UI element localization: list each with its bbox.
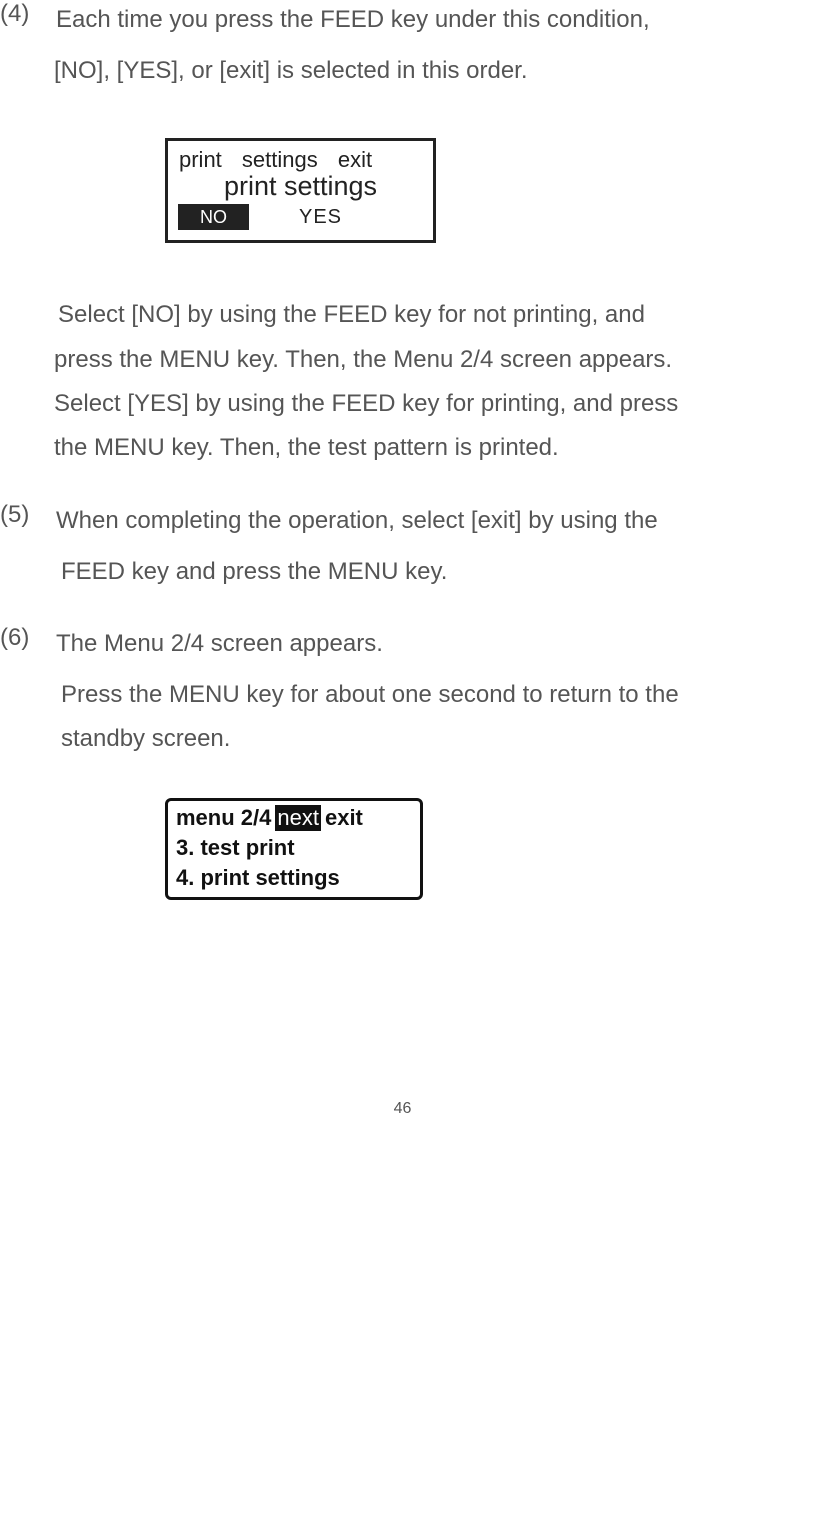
display1-exit: exit <box>338 147 372 172</box>
list-marker-4: (4) <box>0 0 56 41</box>
lcd-display-print-settings: print settings exit print settings NO YE… <box>165 138 436 243</box>
spacer <box>0 594 805 624</box>
display2-next-label: next <box>275 805 321 831</box>
item4-after-line2: press the MENU key. Then, the Menu 2/4 s… <box>54 338 805 382</box>
list-marker-5: (5) <box>0 501 56 542</box>
display2-line1: 3. test print <box>176 835 412 861</box>
list-content-5-line2: FEED key and press the MENU key. <box>61 550 805 594</box>
list-content-4-line2: [NO], [YES], or [exit] is selected in th… <box>54 49 805 93</box>
display2-menu-label: menu 2/4 <box>176 805 271 831</box>
display2-exit-label: exit <box>325 805 363 831</box>
list-item-4: (4) Each time you press the FEED key und… <box>0 0 805 41</box>
list-content-5-line1: When completing the operation, select [e… <box>56 501 805 542</box>
lcd-display-menu-2-4: menu 2/4 next exit 3. test print 4. prin… <box>165 798 423 900</box>
document-page: (4) Each time you press the FEED key und… <box>0 0 815 1178</box>
display1-yes-option: YES <box>299 206 342 229</box>
display1-subtitle: print settings <box>174 171 427 202</box>
list-content-4-line1: Each time you press the FEED key under t… <box>56 0 805 41</box>
display2-line2: 4. print settings <box>176 865 412 891</box>
list-content-6-line2: Press the MENU key for about one second … <box>61 673 805 717</box>
display1-title: print settings <box>179 147 318 172</box>
display2-header: menu 2/4 next exit <box>176 805 412 831</box>
item4-after-line1: Select [NO] by using the FEED key for no… <box>58 293 805 337</box>
list-marker-6: (6) <box>0 624 56 665</box>
spacer <box>0 471 805 501</box>
list-item-6: (6) The Menu 2/4 screen appears. <box>0 624 805 665</box>
list-content-6-line3: standby screen. <box>61 717 805 761</box>
page-number: 46 <box>0 1100 805 1118</box>
list-item-5: (5) When completing the operation, selec… <box>0 501 805 542</box>
item4-after-line3: Select [YES] by using the FEED key for p… <box>54 382 805 426</box>
item4-after-line4: the MENU key. Then, the test pattern is … <box>54 426 805 470</box>
list-content-6-line1: The Menu 2/4 screen appears. <box>56 624 805 665</box>
display1-options: NO YES <box>174 202 427 230</box>
display1-no-option: NO <box>178 204 249 230</box>
display1-header: print settings exit <box>174 147 427 173</box>
